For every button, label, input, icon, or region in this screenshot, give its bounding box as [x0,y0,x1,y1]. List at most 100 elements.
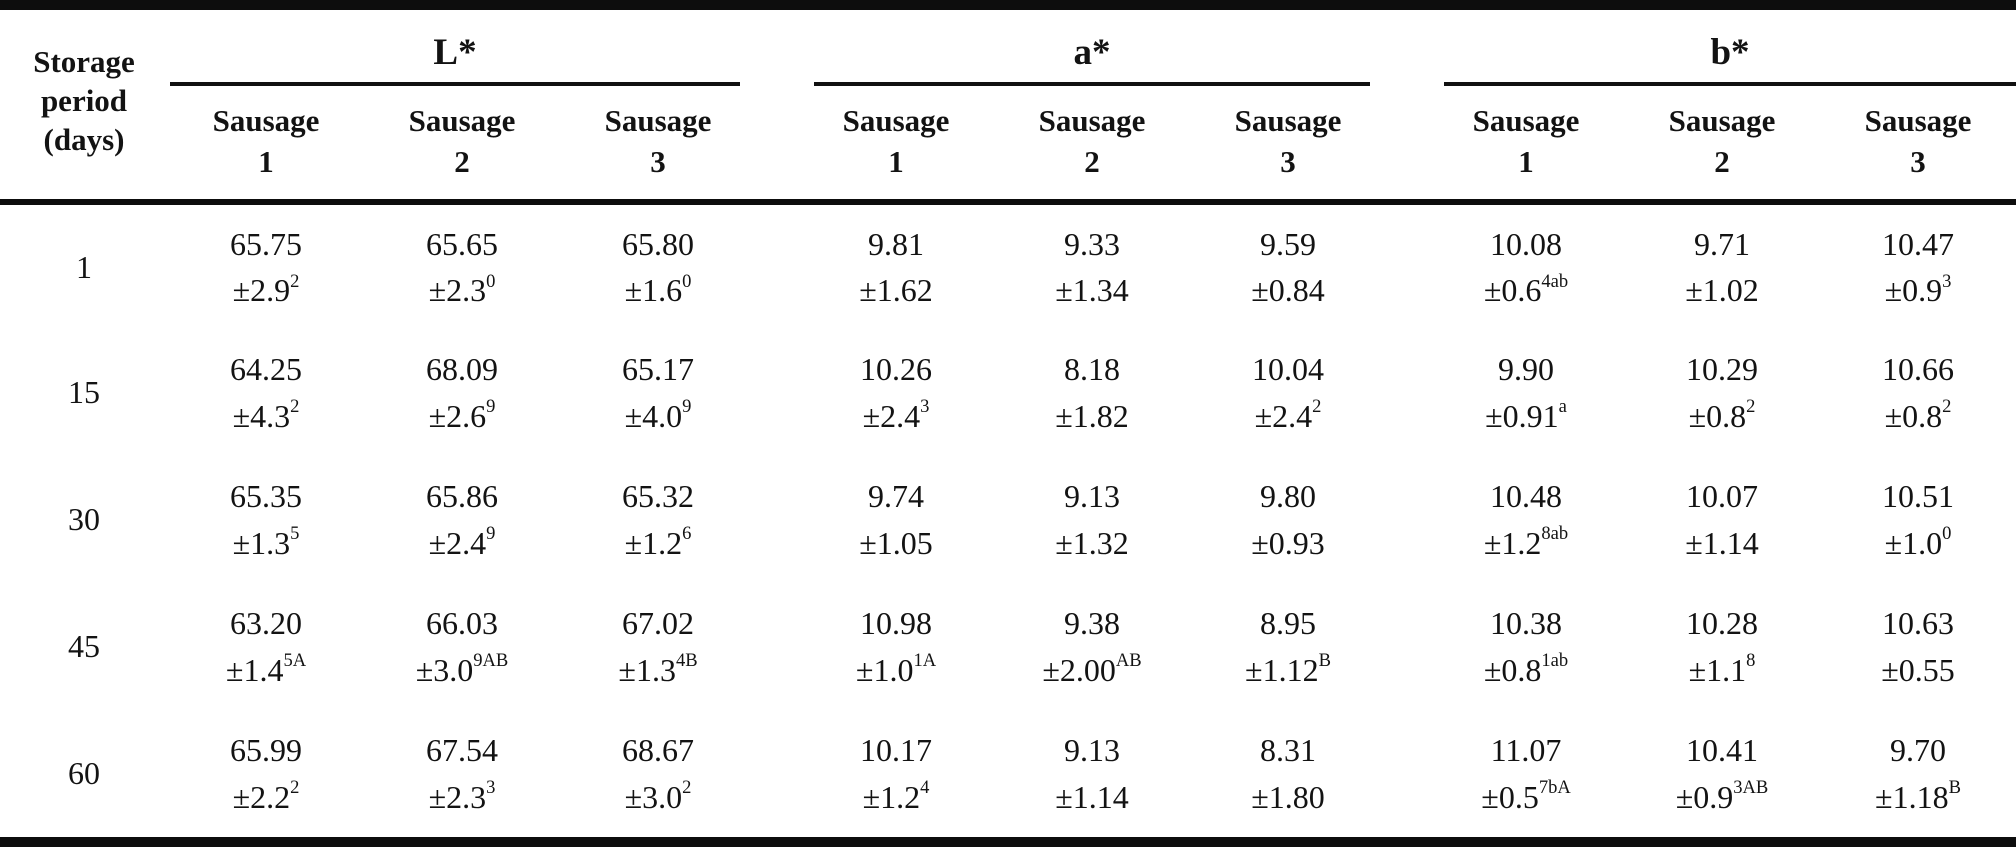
cell-sd-superscript: 3 [1942,270,1952,292]
cell-value: 10.41 [1686,732,1759,769]
cell-sd: ±3.02 [624,777,692,815]
measurement-cell: 11.07 ±0.57bA [1428,710,1624,837]
sausage-word: Sausage [1668,103,1776,139]
cell-sd-superscript: 1A [913,650,937,672]
cell-value: 63.20 [230,605,302,642]
measurement-cell: 10.38 ±0.81ab [1428,583,1624,710]
cell-value: 64.25 [230,351,302,388]
group-spacer [756,202,798,329]
sausage-word: Sausage [212,103,320,139]
measurement-cell: 9.90 ±0.91a [1428,329,1624,456]
sausage-word: Sausage [604,103,712,139]
measurement-cell: 65.17 ±4.09 [560,329,756,456]
measurement-cell: 8.18 ±1.82 [994,329,1190,456]
table-row: 60 65.99 ±2.22 67.54 ±2.33 68.67 ±3.02 10.17 ±1.… [0,710,2016,837]
storage-period-header-line: Storage [33,44,135,80]
table-row: 1 65.75 ±2.92 65.65 ±2.30 65.80 ±1.60 9.81 ±1.62… [0,202,2016,329]
cell-sd-superscript: 4B [675,650,698,672]
sausage-word: Sausage [1472,103,1580,139]
cell-sd: ±1.26 [624,523,692,561]
cell-value: 10.66 [1882,351,1955,388]
storage-period-cell: 1 [76,248,92,285]
cell-sd: ±1.34B [618,650,698,688]
measurement-cell: 9.81 ±1.62 [798,202,994,329]
cell-sd-superscript: 5A [283,650,307,672]
sausage-number: 1 [1518,143,1534,179]
measurement-cell: 9.70 ±1.18B [1820,710,2016,837]
measurement-cell: 9.80 ±0.93 [1190,456,1386,583]
cell-sd: ±1.62 [859,272,933,308]
cell-sd-superscript: 9 [486,396,496,418]
cell-value: 8.18 [1064,351,1121,388]
measurement-cell: 8.95 ±1.12B [1190,583,1386,710]
cell-sd-superscript: 8ab [1541,523,1569,545]
sausage-number: 3 [1280,143,1296,179]
measurement-cell: 65.65 ±2.30 [364,202,560,329]
measurement-cell: 68.67 ±3.02 [560,710,756,837]
cell-sd: ±0.57bA [1481,777,1571,815]
cell-sd: ±0.55 [1881,651,1955,688]
cell-sd: ±1.01A [855,650,937,688]
measurement-cell: 67.02 ±1.34B [560,583,756,710]
measurement-cell: 63.20 ±1.45A [168,583,364,710]
group-spacer [756,456,798,583]
cell-value: 8.95 [1260,605,1317,642]
cell-value: 67.54 [426,732,498,769]
cell-value: 9.80 [1260,478,1317,515]
group-spacer [756,329,798,456]
sub-header-row: Sausage 1 Sausage 2 Sausage 3 Sausage 1 … [0,86,2016,205]
measurement-cell: 9.13 ±1.14 [994,710,1190,837]
cell-sd-superscript: 7bA [1538,777,1571,799]
cell-sd-superscript: 0 [486,270,496,292]
cell-value: 10.48 [1490,478,1563,515]
measurement-cell: 10.47 ±0.93 [1820,202,2016,329]
measurement-cell: 67.54 ±2.33 [364,710,560,837]
cell-sd-superscript: 2 [1746,396,1756,418]
group-spacer [1386,710,1428,837]
cell-sd-superscript: 1ab [1541,650,1569,672]
group-spacer [1386,456,1428,583]
cell-sd-superscript: 4 [920,777,930,799]
cell-sd: ±4.09 [624,396,692,434]
measurement-cell: 65.75 ±2.92 [168,202,364,329]
cell-sd: ±2.33 [428,777,496,815]
cell-sd-superscript: 6 [682,523,692,545]
measurement-cell: 10.98 ±1.01A [798,583,994,710]
cell-value: 10.63 [1882,605,1955,642]
storage-period-cell: 30 [68,501,100,537]
cell-sd: ±2.92 [232,270,300,308]
measurement-cell: 9.38 ±2.00AB [994,583,1190,710]
cell-sd: ±1.82 [1055,397,1129,434]
cell-value: 10.51 [1882,478,1955,515]
sausage-number: 3 [1910,143,1926,179]
measurement-cell: 10.26 ±2.43 [798,329,994,456]
column-header-astar-sausage-3: Sausage 3 [1190,86,1387,205]
cell-value: 9.59 [1260,225,1317,262]
cell-sd: ±1.45A [225,650,307,688]
cell-sd: ±1.12B [1245,650,1331,688]
cell-value: 66.03 [426,605,498,642]
cell-value: 10.08 [1490,225,1563,262]
cell-sd: ±1.32 [1055,524,1129,561]
measurement-cell: 8.31 ±1.80 [1190,710,1386,837]
measurement-cell: 9.33 ±1.34 [994,202,1190,329]
column-header-lstar-sausage-3: Sausage 3 [560,86,757,205]
cell-sd-superscript: B [1948,777,1961,799]
sausage-number: 1 [888,143,904,179]
storage-period-cell: 15 [68,374,100,410]
cell-value: 9.38 [1064,605,1121,642]
cell-sd: ±1.24 [862,777,930,815]
sausage-word: Sausage [1864,103,1972,139]
cell-sd-superscript: 3AB [1733,777,1769,799]
measurement-cell: 9.74 ±1.05 [798,456,994,583]
measurement-cell: 65.99 ±2.22 [168,710,364,837]
cell-sd: ±2.42 [1254,396,1322,434]
sausage-number: 2 [1714,143,1730,179]
cell-value: 10.04 [1252,351,1325,388]
table-header: Storage period (days) L* a* b* Sausa [0,10,2016,205]
measurement-cell: 9.71 ±1.02 [1624,202,1820,329]
measurement-cell: 10.41 ±0.93AB [1624,710,1820,837]
table-body: 1 65.75 ±2.92 65.65 ±2.30 65.80 ±1.60 9.81 ±1.62… [0,202,2016,837]
storage-period-header-line: (days) [43,121,125,157]
cell-sd-superscript: 2 [1942,396,1952,418]
